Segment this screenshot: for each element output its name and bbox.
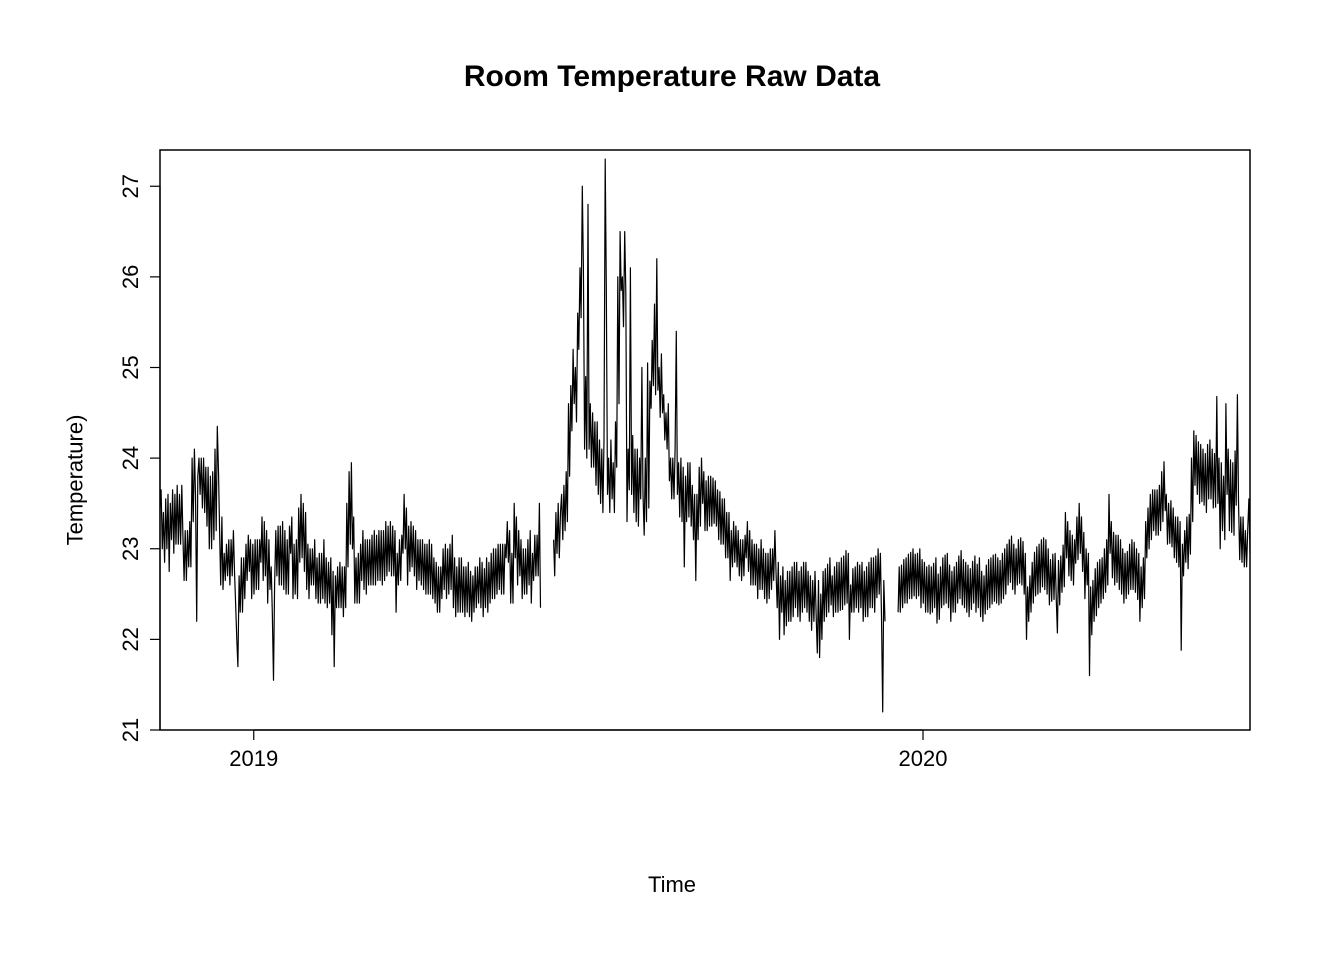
series-line: [898, 395, 1250, 676]
y-tick-label: 24: [118, 446, 143, 470]
chart-container: Room Temperature Raw Data Temperature) T…: [0, 0, 1344, 960]
y-tick-label: 26: [118, 265, 143, 289]
plot-box: [160, 150, 1250, 730]
y-tick-label: 27: [118, 174, 143, 198]
series-line: [554, 159, 885, 712]
series-line: [160, 426, 541, 680]
y-tick-label: 23: [118, 537, 143, 561]
y-tick-label: 21: [118, 718, 143, 742]
y-tick-label: 22: [118, 627, 143, 651]
y-tick-label: 25: [118, 355, 143, 379]
chart-svg: 21 22 23 24 25 26 27 2019 2020: [0, 0, 1344, 960]
x-tick-label: 2020: [899, 746, 948, 771]
x-tick-label: 2019: [229, 746, 278, 771]
